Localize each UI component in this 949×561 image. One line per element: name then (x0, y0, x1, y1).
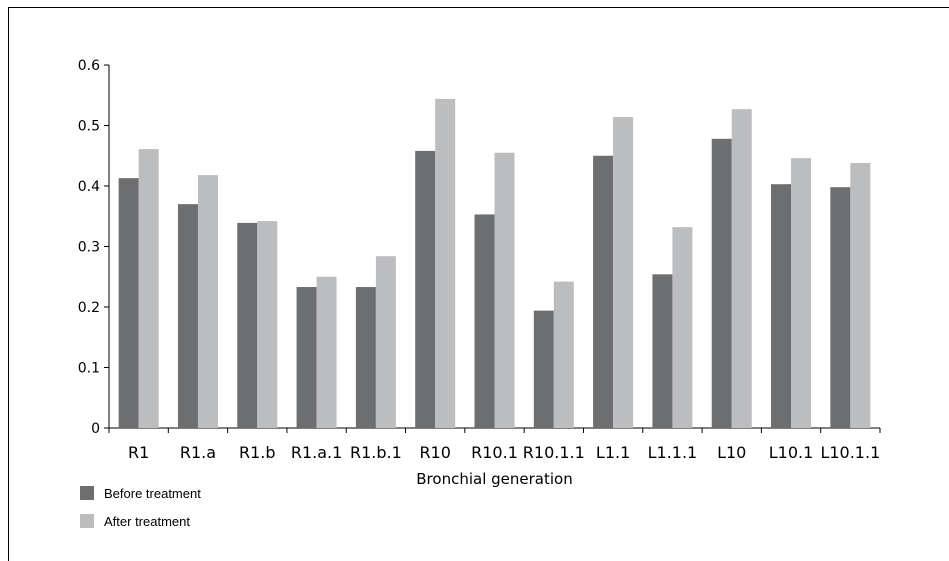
x-tick-label: R1.a (180, 443, 216, 462)
bar-before-4 (355, 287, 376, 428)
legend: Before treatment After treatment (80, 485, 201, 541)
y-tick-label: 0.2 (78, 300, 100, 316)
bar-after-4 (375, 256, 396, 428)
x-tick-label: L1.1 (596, 443, 630, 462)
y-tick-label: 0.4 (78, 179, 100, 195)
y-tick-label: 0.3 (78, 240, 100, 256)
bar-after-3 (316, 276, 337, 428)
bar-after-12 (850, 163, 871, 428)
bar-before-6 (474, 214, 495, 428)
legend-swatch-before (80, 486, 94, 500)
x-tick-label: R1 (128, 443, 149, 462)
bar-after-7 (553, 281, 574, 428)
bar-before-5 (415, 150, 436, 428)
y-tick-label: 0 (91, 421, 100, 437)
bar-after-6 (494, 152, 515, 428)
x-tick-label: L10.1 (769, 443, 814, 462)
x-tick-label: L10.1.1 (820, 443, 880, 462)
y-tick-label: 0.6 (78, 58, 100, 74)
x-tick-label: R1.b (239, 443, 276, 462)
bar-before-8 (593, 155, 614, 428)
x-tick-label: R10.1.1 (523, 443, 585, 462)
bar-after-2 (257, 221, 278, 428)
legend-item-before: Before treatment (80, 485, 201, 501)
x-axis-title: Bronchial generation (416, 470, 572, 488)
bar-before-11 (771, 184, 792, 428)
legend-label-after: After treatment (104, 513, 190, 529)
x-tick-label: R1.a.1 (291, 443, 342, 462)
y-tick-label: 0.5 (78, 119, 100, 135)
bar-before-0 (118, 178, 139, 428)
bar-after-0 (138, 149, 159, 428)
y-axis: 0 0.1 0.2 0.3 0.4 0.5 0.6 (78, 58, 110, 437)
bar-after-9 (672, 227, 693, 428)
x-tick-label: R10.1 (471, 443, 518, 462)
bar-before-9 (652, 274, 673, 428)
legend-swatch-after (80, 514, 94, 528)
y-tick-label: 0.1 (78, 361, 100, 377)
chart-frame (8, 7, 949, 561)
bar-before-10 (711, 138, 732, 428)
bar-after-10 (731, 109, 752, 428)
bar-before-2 (237, 222, 258, 428)
bar-before-3 (296, 287, 317, 428)
bar-before-12 (830, 187, 851, 428)
bar-after-11 (791, 158, 812, 429)
bar-after-8 (613, 117, 634, 428)
bar-after-5 (435, 98, 456, 428)
x-tick-label: L10 (717, 443, 746, 462)
legend-label-before: Before treatment (104, 485, 201, 501)
bars (118, 98, 871, 429)
x-axis: R1 R1.a R1.b R1.a.1 R1.b.1 R10 R10.1 R10.1.1 L1.… (108, 427, 881, 462)
bar-before-7 (533, 310, 554, 428)
bar-before-1 (177, 204, 198, 428)
x-tick-label: R10 (419, 443, 450, 462)
bar-after-1 (197, 175, 218, 428)
x-tick-label: L1.1.1 (648, 443, 698, 462)
legend-item-after: After treatment (80, 513, 201, 529)
x-tick-label: R1.b.1 (350, 443, 402, 462)
